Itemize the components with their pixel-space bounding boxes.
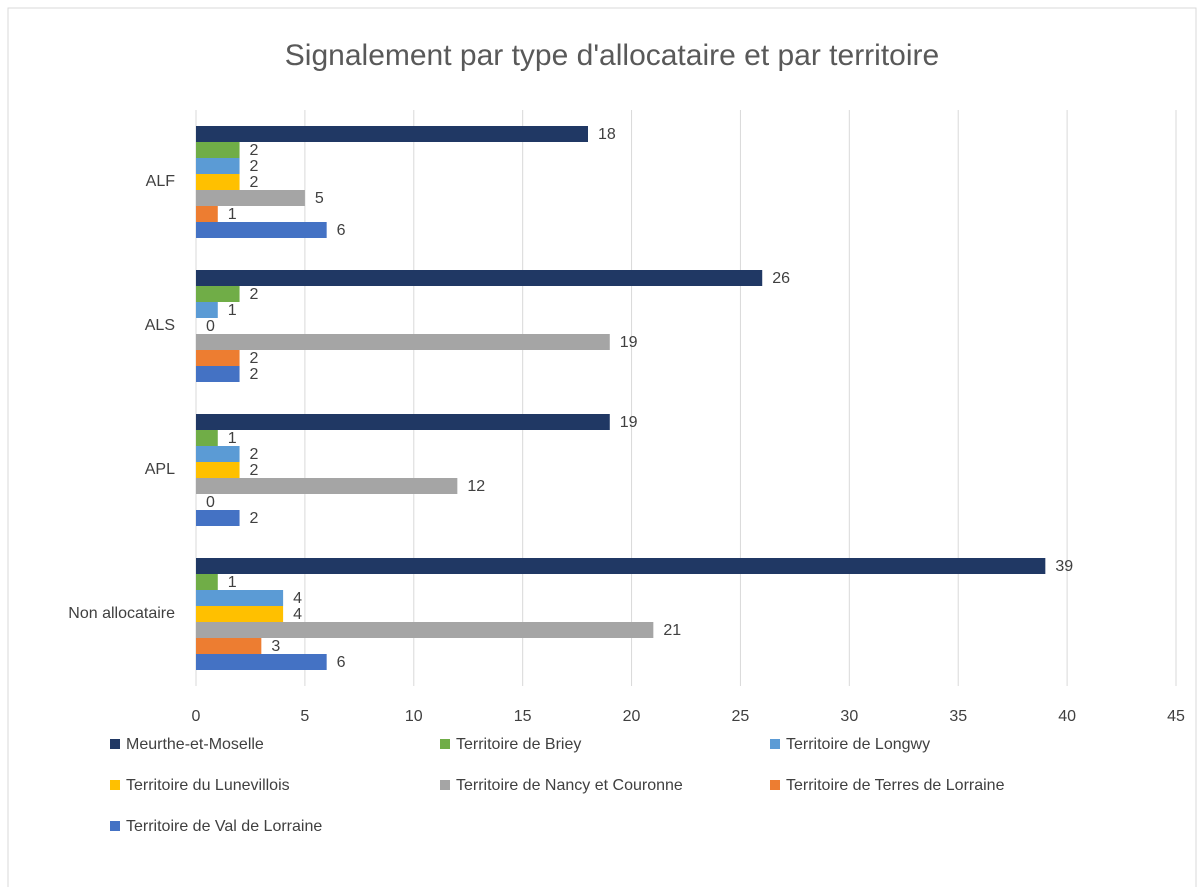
data-label: 19 <box>620 414 638 431</box>
legend-label: Territoire de Terres de Lorraine <box>786 777 1005 794</box>
data-label: 2 <box>250 462 259 479</box>
x-tick-label: 40 <box>1058 708 1076 725</box>
legend-label: Territoire de Nancy et Couronne <box>456 777 683 794</box>
data-label: 26 <box>772 270 790 287</box>
legend-swatch <box>110 739 120 749</box>
data-label: 18 <box>598 126 616 143</box>
x-tick-label: 20 <box>623 708 641 725</box>
bar <box>196 334 610 350</box>
data-label: 12 <box>467 478 485 495</box>
bar <box>196 478 458 494</box>
bar <box>196 190 305 206</box>
data-label: 6 <box>337 654 346 671</box>
data-label: 2 <box>250 286 259 303</box>
legend-swatch <box>440 780 450 790</box>
bar <box>196 590 284 606</box>
legend-swatch <box>770 780 780 790</box>
x-tick-label: 30 <box>840 708 858 725</box>
legend-swatch <box>110 780 120 790</box>
bar <box>196 366 240 382</box>
data-label: 1 <box>228 574 237 591</box>
bar <box>196 286 240 302</box>
x-tick-label: 45 <box>1167 708 1185 725</box>
bar <box>196 302 218 318</box>
data-label: 4 <box>293 606 302 623</box>
data-label: 0 <box>206 318 215 335</box>
data-label: 2 <box>250 174 259 191</box>
legend-swatch <box>110 821 120 831</box>
y-tick-label: ALS <box>145 317 175 334</box>
data-label: 2 <box>250 446 259 463</box>
data-label: 3 <box>271 638 280 655</box>
bar <box>196 174 240 190</box>
data-label: 1 <box>228 430 237 447</box>
data-label: 2 <box>250 142 259 159</box>
chart-title: Signalement par type d'allocataire et pa… <box>285 39 939 72</box>
bar <box>196 558 1046 574</box>
bar <box>196 510 240 526</box>
bar <box>196 606 284 622</box>
bar <box>196 446 240 462</box>
bar <box>196 654 327 670</box>
x-tick-label: 35 <box>949 708 967 725</box>
data-label: 0 <box>206 494 215 511</box>
bar <box>196 574 218 590</box>
x-tick-label: 5 <box>300 708 309 725</box>
legend-label: Territoire du Lunevillois <box>126 777 290 794</box>
data-label: 19 <box>620 334 638 351</box>
y-tick-label: APL <box>145 461 175 478</box>
bar <box>196 270 763 286</box>
data-label: 2 <box>250 510 259 527</box>
data-label: 4 <box>293 590 302 607</box>
bar <box>196 206 218 222</box>
data-label: 1 <box>228 206 237 223</box>
legend-swatch <box>440 739 450 749</box>
legend-label: Territoire de Briey <box>456 736 581 753</box>
data-label: 2 <box>250 158 259 175</box>
data-label: 2 <box>250 366 259 383</box>
legend-label: Territoire de Longwy <box>786 736 930 753</box>
legend-swatch <box>770 739 780 749</box>
legend-label: Meurthe-et-Moselle <box>126 736 264 753</box>
bar <box>196 414 610 430</box>
x-tick-label: 0 <box>192 708 201 725</box>
data-label: 1 <box>228 302 237 319</box>
x-tick-label: 10 <box>405 708 423 725</box>
bar <box>196 142 240 158</box>
bar <box>196 350 240 366</box>
x-tick-label: 15 <box>514 708 532 725</box>
bar <box>196 158 240 174</box>
data-label: 5 <box>315 190 324 207</box>
bar <box>196 430 218 446</box>
bar <box>196 622 654 638</box>
bar <box>196 462 240 478</box>
bar <box>196 638 262 654</box>
data-label: 6 <box>337 222 346 239</box>
data-label: 39 <box>1055 558 1073 575</box>
legend-label: Territoire de Val de Lorraine <box>126 818 322 835</box>
x-tick-label: 25 <box>732 708 750 725</box>
data-label: 2 <box>250 350 259 367</box>
bar <box>196 126 588 142</box>
y-tick-label: ALF <box>146 173 176 190</box>
y-tick-label: Non allocataire <box>68 605 175 622</box>
bar <box>196 222 327 238</box>
data-label: 21 <box>663 622 681 639</box>
